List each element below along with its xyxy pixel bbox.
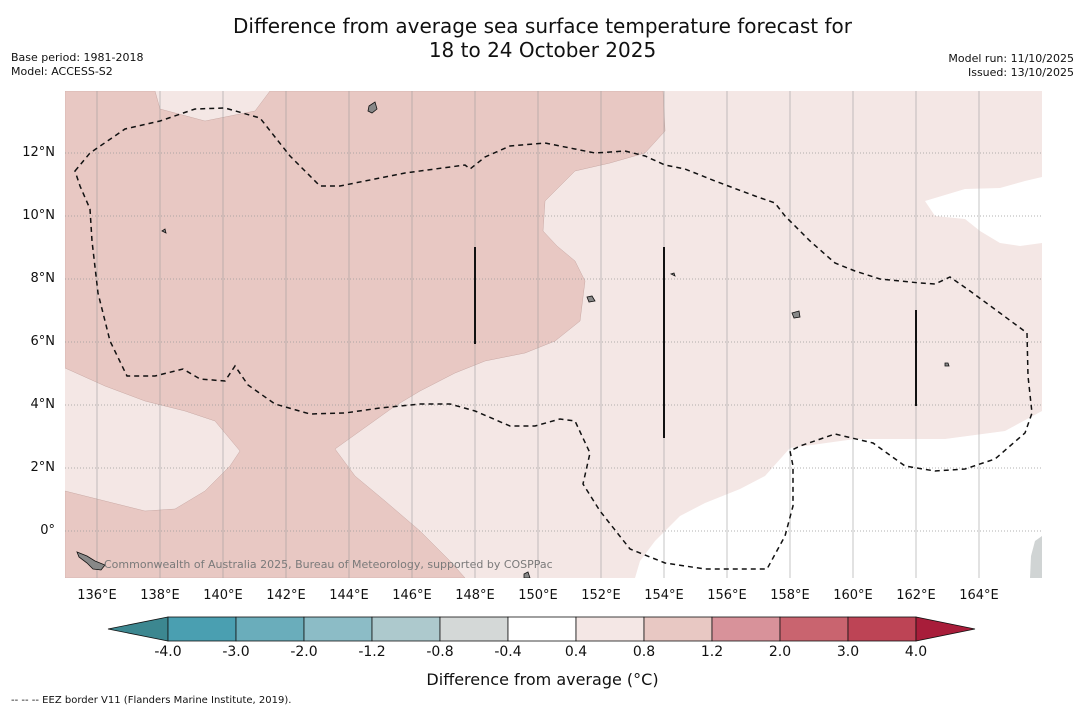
colorbar-tick-label: 4.0 [904, 644, 928, 660]
colorbar-segment [371, 616, 441, 642]
lon-label: 148°E [455, 588, 495, 603]
eez-segments [474, 247, 917, 438]
lon-label: 154°E [644, 588, 684, 603]
colorbar-segment [303, 616, 373, 642]
lon-label: 162°E [896, 588, 936, 603]
issued-date: Issued: 13/10/2025 [967, 66, 1074, 79]
lon-label: 136°E [77, 588, 117, 603]
island-new-guinea-tip [76, 551, 106, 571]
region-0p8-1p2 [65, 91, 666, 578]
chart-title: Difference from average sea surface temp… [0, 14, 1085, 62]
run-info: Model run: 11/10/2025 Issued: 13/10/2025 [948, 52, 1074, 80]
islands [76, 101, 950, 578]
colorbar-segment [711, 616, 781, 642]
colorbar-under-arrow [107, 616, 169, 642]
lat-label: 0° [40, 523, 55, 538]
lon-label: 142°E [266, 588, 306, 603]
colorbar-title: Difference from average (°C) [426, 670, 659, 689]
lon-label: 150°E [518, 588, 558, 603]
lat-label: 12°N [22, 145, 55, 160]
colorbar-tick-label: 0.4 [564, 644, 588, 660]
longitude-gridlines [96, 91, 980, 578]
lon-label: 156°E [707, 588, 747, 603]
colorbar [107, 616, 976, 642]
colorbar-tick-label: 0.8 [632, 644, 656, 660]
island-pohnpei [791, 310, 801, 319]
lat-label: 8°N [30, 271, 56, 286]
island-small-5 [523, 571, 531, 578]
model-name: Model: ACCESS-S2 [11, 65, 113, 78]
island-small-4 [944, 362, 950, 367]
copyright-note: Commonwealth of Australia 2025, Bureau o… [104, 558, 553, 571]
colorbar-tick-label: -2.0 [290, 644, 318, 660]
colorbar-tick-label: 2.0 [768, 644, 792, 660]
colorbar-tick-label: -0.8 [426, 644, 454, 660]
colorbar-tick-label: 1.2 [700, 644, 724, 660]
map-canvas [65, 91, 1042, 578]
title-line-2: 18 to 24 October 2025 [428, 38, 657, 62]
lon-label: 144°E [329, 588, 369, 603]
landmass-east [1030, 536, 1042, 578]
lon-label: 140°E [203, 588, 243, 603]
lat-label: 10°N [22, 208, 55, 223]
region-near-zero-southeast [635, 411, 1042, 578]
colorbar-segment [439, 616, 509, 642]
colorbar-segment [847, 616, 917, 642]
lon-label: 160°E [833, 588, 873, 603]
sst-anomaly-map: Commonwealth of Australia 2025, Bureau o… [65, 91, 1042, 578]
lon-label: 138°E [140, 588, 180, 603]
colorbar-segment [167, 616, 237, 642]
island-small-2 [586, 295, 596, 303]
lat-label: 6°N [30, 334, 56, 349]
title-line-1: Difference from average sea surface temp… [232, 14, 852, 38]
island-small-3 [669, 272, 676, 277]
colorbar-tick-label: -1.2 [358, 644, 386, 660]
colorbar-segment [507, 616, 577, 642]
colorbar-tick-label: -4.0 [154, 644, 182, 660]
region-near-zero-northeast [925, 177, 1042, 246]
island-small-1 [161, 228, 167, 234]
lat-label: 2°N [30, 460, 56, 475]
colorbar-tick-label: -0.4 [494, 644, 522, 660]
island-palau [367, 101, 378, 114]
colorbar-over-arrow [915, 616, 976, 642]
lat-label: 4°N [30, 397, 56, 412]
colorbar-segment [235, 616, 305, 642]
model-info: Base period: 1981-2018 Model: ACCESS-S2 [11, 51, 143, 79]
eez-legend-note: -- -- -- EEZ border V11 (Flanders Marine… [11, 695, 292, 706]
lon-label: 146°E [392, 588, 432, 603]
colorbar-segment [643, 616, 713, 642]
colorbar-tick-label: -3.0 [222, 644, 250, 660]
base-period: Base period: 1981-2018 [11, 51, 144, 64]
lon-label: 152°E [581, 588, 621, 603]
lon-label: 164°E [959, 588, 999, 603]
colorbar-segment [575, 616, 645, 642]
lon-label: 158°E [770, 588, 810, 603]
latitude-gridlines [65, 152, 1042, 532]
colorbar-tick-label: 3.0 [836, 644, 860, 660]
colorbar-segment [779, 616, 849, 642]
model-run: Model run: 11/10/2025 [948, 52, 1074, 65]
